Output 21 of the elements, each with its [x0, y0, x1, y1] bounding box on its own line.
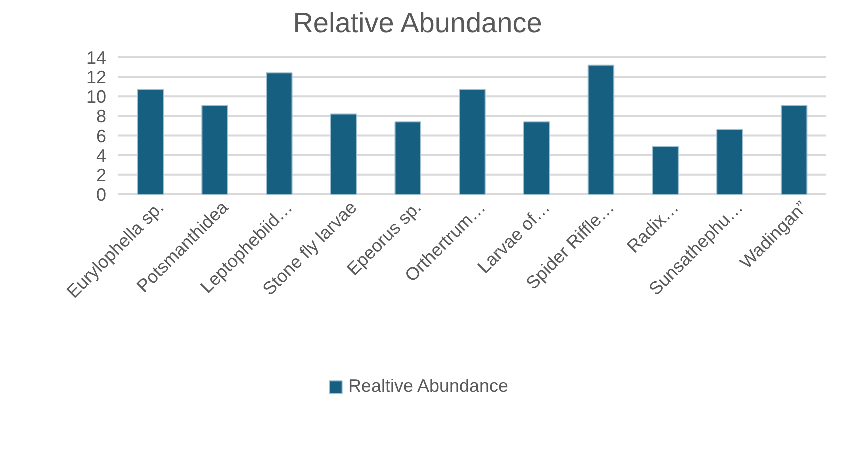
- bar: [266, 72, 293, 195]
- bar: [523, 122, 550, 195]
- bar: [137, 89, 164, 195]
- y-tick-label: 10: [86, 87, 107, 108]
- y-tick-label: 12: [86, 68, 107, 88]
- bar: [588, 64, 615, 195]
- bar: [780, 104, 808, 195]
- y-tick-label: 0: [96, 185, 107, 205]
- bar: [394, 122, 422, 195]
- chart-title: Relative Abundance: [293, 8, 542, 38]
- y-tick-label: 6: [96, 126, 107, 146]
- y-tick-label: 4: [96, 146, 107, 166]
- y-tick-label: 2: [96, 165, 107, 186]
- legend-label: Realtive Abundance: [348, 376, 509, 397]
- bar: [716, 129, 744, 195]
- y-tick-label: 14: [86, 48, 107, 68]
- y-tick-label: 8: [96, 106, 107, 127]
- bar: [652, 146, 679, 195]
- bar: [202, 104, 228, 195]
- bar: [459, 89, 486, 195]
- bar: [330, 114, 358, 195]
